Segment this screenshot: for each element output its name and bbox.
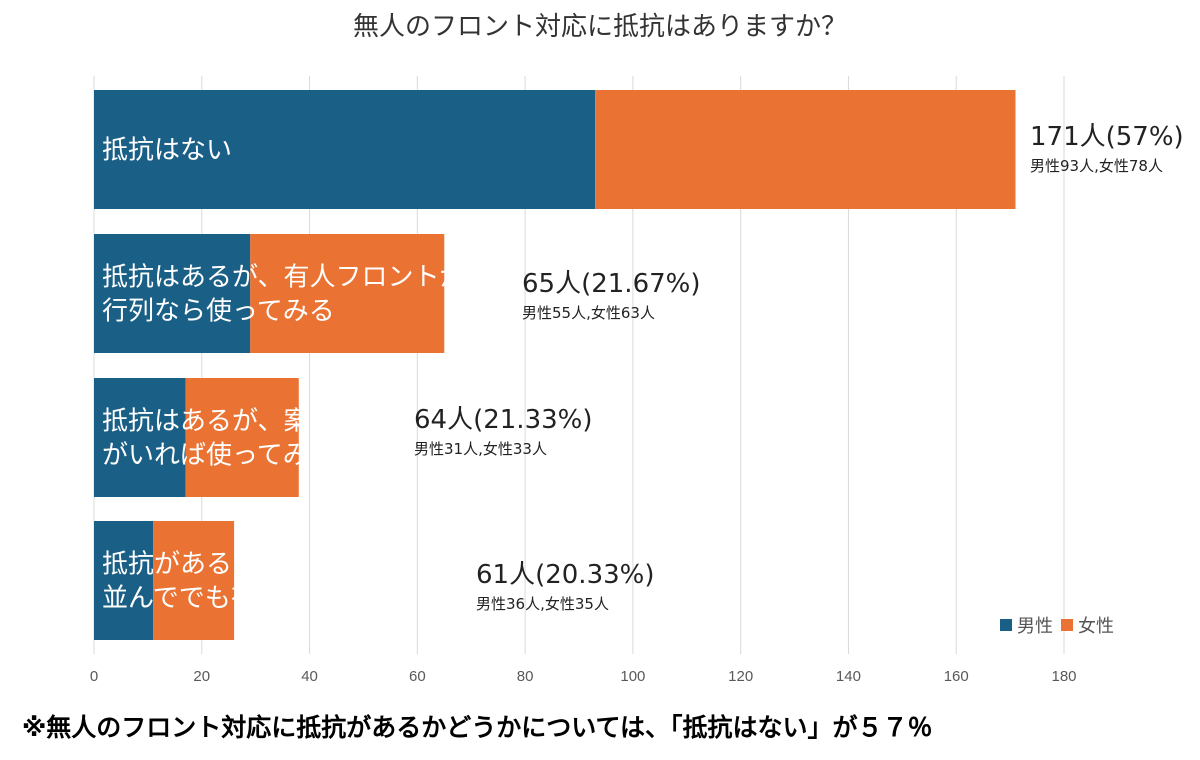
bar-female (250, 234, 445, 353)
category-label: 抵抗はあるが、有人フロントが (102, 263, 465, 293)
category-label: 行列なら使ってみる (102, 297, 335, 327)
bar-female (595, 90, 1016, 209)
bar-female (153, 521, 235, 640)
x-tick-label: 60 (409, 668, 426, 685)
total-label: 171人(57%) (1030, 122, 1184, 152)
bars (94, 90, 1016, 640)
bar-chart: 抵抗はない 171人(57%) 男性93人,女性78人抵抗はあるが、有人フロントが行… (90, 76, 1184, 685)
legend-label-male: 男性 (1017, 616, 1053, 637)
chart-title: 無人のフロント対応に抵抗はありますか？ (352, 12, 847, 42)
x-tick-label: 80 (517, 668, 534, 685)
x-tick-label: 180 (1051, 668, 1076, 685)
total-label: 65人(21.67%) (522, 269, 701, 299)
x-tick-label: 160 (944, 668, 969, 685)
x-tick-label: 20 (193, 668, 210, 685)
legend-item-male: 男性 (1000, 612, 1053, 638)
breakdown-label: 男性36人,女性35人 (476, 595, 609, 613)
total-label: 64人(21.33%) (414, 405, 593, 435)
category-label: 抵抗があるため、行列に (102, 550, 388, 580)
bar-male (94, 521, 154, 640)
x-tick-label: 40 (301, 668, 318, 685)
x-tick-label: 120 (728, 668, 753, 685)
legend-item-female: 女性 (1061, 612, 1114, 638)
legend-swatch-female (1061, 619, 1073, 631)
bar-male (94, 234, 251, 353)
x-tick-label: 0 (90, 668, 98, 685)
labels: 抵抗はない 171人(57%) 男性93人,女性78人抵抗はあるが、有人フロントが行… (102, 122, 1184, 614)
category-label: がいれば使ってみる (102, 441, 335, 471)
x-tick-label: 100 (620, 668, 645, 685)
category-label: 抵抗はない (102, 136, 232, 166)
legend-label-female: 女性 (1078, 616, 1114, 637)
category-label: 並んででも有人対応を望む (102, 584, 413, 614)
breakdown-label: 男性93人,女性78人 (1030, 157, 1163, 175)
breakdown-label: 男性31人,女性33人 (414, 440, 547, 458)
category-label: 抵抗はあるが、案内係 (102, 407, 361, 437)
bar-male (94, 90, 596, 209)
legend: 男性 女性 (1000, 612, 1114, 638)
bar-male (94, 378, 186, 497)
x-tick-labels: 0 20 40 60 80 100 120 140 160 180 (90, 668, 1077, 685)
bar-female (185, 378, 299, 497)
legend-swatch-male (1000, 619, 1012, 631)
footnote: ※無人のフロント対応に抵抗があるかどうかについては、「抵抗はない」が５７％ (22, 713, 933, 742)
breakdown-label: 男性55人,女性63人 (522, 304, 655, 322)
x-tick-label: 140 (836, 668, 861, 685)
total-label: 61人(20.33%) (476, 560, 655, 590)
